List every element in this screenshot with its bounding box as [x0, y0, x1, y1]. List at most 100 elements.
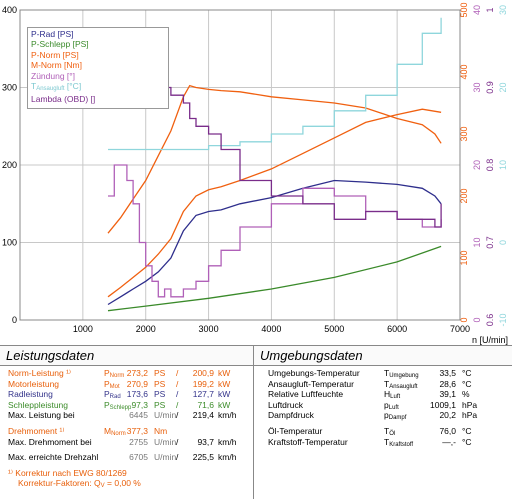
legend-lambda: Lambda (OBD) [] — [31, 94, 96, 105]
right-axis-tick-label: 40 — [472, 5, 482, 15]
plot-frame — [19, 9, 461, 321]
row-label: Motorleistung — [8, 378, 60, 389]
x-tick-label: 3000 — [199, 324, 219, 334]
umgebungsdaten-section: Umgebungsdaten Umgebungs-Temperatur TUmge… — [254, 346, 512, 499]
right-axis-tick-label: 1 — [485, 7, 495, 12]
umgebungsdaten-title: Umgebungsdaten — [254, 346, 512, 366]
row-separator: / — [176, 368, 179, 378]
row-value-2: 225,5 — [192, 452, 214, 463]
row-symbol: TÖl — [384, 425, 396, 437]
umgebung-row: Umgebungs-Temperatur TUmgebung 33,5 °C — [254, 368, 512, 379]
row-unit-2: kW — [218, 389, 231, 400]
right-axis-tick-label: 30 — [498, 5, 508, 15]
row-unit: U/min — [154, 452, 177, 463]
footnote-2: Korrektur-Faktoren: QV = 0,00 % — [0, 478, 253, 489]
row-symbol: TAnsaugluft — [384, 378, 418, 390]
right-axis-tick-label: 500 — [459, 2, 469, 17]
umgebung-row: Öl-Temperatur TÖl 76,0 °C — [254, 426, 512, 437]
right-axis-tick-label: 30 — [472, 82, 482, 92]
row-symbol: TUmgebung — [384, 368, 419, 379]
right-axis-tick-label: 400 — [459, 64, 469, 79]
right-axis-tick-label: 100 — [459, 250, 469, 265]
row-symbol: PRad — [104, 389, 121, 401]
row-unit-2: km/h — [218, 452, 237, 463]
right-axis-tick-label: 300 — [459, 126, 469, 141]
series-line-5 — [108, 17, 442, 151]
row-value: 76,0 — [439, 425, 456, 436]
footnote-1: ¹⁾ Korrektur nach EWG 80/1269 — [0, 468, 253, 479]
footnote-1-text: ¹⁾ Korrektur nach EWG 80/1269 — [8, 467, 127, 478]
row-unit: Nm — [154, 425, 168, 436]
row-label: Ansaugluft-Temperatur — [268, 378, 354, 389]
row-symbol: MNorm — [104, 425, 126, 437]
row-value: 2755 — [129, 436, 148, 447]
series-line-1 — [107, 245, 442, 312]
row-unit: °C — [462, 368, 472, 378]
umgebung-row: Dampfdruck pDampf 20,2 hPa — [254, 410, 512, 421]
x-tick-label: 5000 — [324, 324, 344, 334]
row-value-2: 93,7 — [197, 436, 214, 447]
y-tick-label: 200 — [2, 160, 17, 170]
right-axis-tick-label: 0 — [472, 317, 482, 322]
right-axis-tick-label: 0.8 — [485, 159, 495, 172]
row-unit-2: kW — [218, 378, 231, 389]
series-line-4 — [108, 164, 442, 298]
x-tick-label: 1000 — [73, 324, 93, 334]
row-label: Dampfdruck — [268, 410, 314, 421]
leistungsdaten-rows: Norm-Leistung ¹⁾ PNorm 273,2 PS/200,9 kW Moto… — [0, 368, 253, 489]
right-axis-tick-label: 10 — [498, 160, 508, 170]
row-symbol: pDampf — [384, 410, 407, 422]
row-symbol: pLuft — [384, 399, 399, 411]
x-tick-label: 6000 — [387, 324, 407, 334]
right-axis-tick-label: 10 — [472, 237, 482, 247]
row-value: 273,2 — [126, 368, 148, 378]
leistung-row: Max. Drehmoment bei 2755 U/min/ 93,7 km/h — [0, 437, 253, 448]
row-value-2: 200,9 — [192, 368, 214, 378]
legend-p-norm: P-Norm [PS] — [31, 49, 79, 60]
row-symbol: PMot — [104, 378, 120, 390]
row-unit: °C — [462, 378, 472, 389]
legend-t-ansaug: TAnsaugluft [°C] — [31, 81, 82, 93]
row-unit: hPa — [462, 410, 478, 421]
x-tick-label: 7000 — [450, 324, 470, 334]
row-separator: / — [176, 399, 179, 410]
row-value: 97,3 — [131, 399, 148, 410]
right-axis-tick-label: 0 — [459, 317, 469, 322]
row-value: 270,9 — [126, 378, 148, 389]
row-label: Max. Leistung bei — [8, 410, 75, 421]
row-symbol: TKraftstoff — [384, 436, 414, 448]
row-separator: / — [176, 378, 179, 389]
row-unit: U/min — [154, 436, 177, 447]
chart-legend: P-Rad [PS] P-Schlepp [PS] P-Norm [PS] M-… — [27, 27, 169, 109]
row-unit: % — [462, 389, 470, 400]
row-value-2: 219,4 — [192, 410, 214, 421]
row-label: Öl-Temperatur — [268, 425, 323, 436]
leistung-row: Max. erreichte Drehzahl 6705 U/min/ 225,5 km… — [0, 452, 253, 463]
leistungsdaten-title: Leistungsdaten — [0, 346, 253, 366]
legend-zuendung: Zündung [°] — [31, 70, 76, 81]
umgebung-row: Relative Luftfeuchte HLuft 39,1% — [254, 389, 512, 400]
data-table: Leistungsdaten Norm-Leistung ¹⁾ PNorm 273,… — [0, 345, 512, 499]
row-unit: PS — [154, 389, 166, 400]
row-label: Drehmoment ¹⁾ — [8, 425, 65, 436]
row-label: Radleistung — [8, 389, 53, 400]
row-separator: / — [176, 410, 179, 421]
row-symbol: HLuft — [384, 389, 401, 401]
row-label: Umgebungs-Temperatur — [268, 368, 360, 378]
leistung-row: Max. Leistung bei 6445 U/min/ 219,4 km/h — [0, 410, 253, 421]
right-axis-tick-label: 0.6 — [485, 314, 495, 327]
row-unit: PS — [154, 368, 166, 378]
row-unit-2: kW — [218, 399, 231, 410]
row-value: 39,1 — [439, 389, 456, 400]
right-axis-tick-label: 200 — [459, 188, 469, 203]
row-value: 377,3 — [126, 425, 148, 436]
leistungsdaten-section: Leistungsdaten Norm-Leistung ¹⁾ PNorm 273,… — [0, 346, 254, 499]
row-label: Luftdruck — [268, 399, 303, 410]
row-value: 6445 — [129, 410, 148, 421]
row-value: 1009,1 — [430, 399, 456, 410]
right-axis-tick-label: 20 — [472, 160, 482, 170]
legend-m-norm: M-Norm [Nm] — [31, 60, 82, 71]
y-tick-label: 100 — [2, 238, 17, 248]
row-separator: / — [176, 452, 179, 463]
umgebungsdaten-rows: Umgebungs-Temperatur TUmgebung 33,5 °C Ansau… — [254, 368, 512, 448]
